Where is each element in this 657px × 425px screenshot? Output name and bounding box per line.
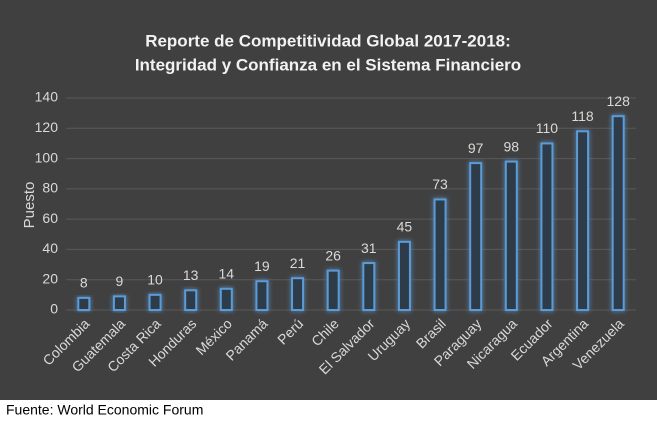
bar (77, 296, 91, 311)
bar (255, 280, 269, 312)
value-label: 19 (254, 258, 270, 274)
bar (504, 160, 518, 311)
y-axis-label: Puesto (21, 182, 38, 229)
y-tick-label: 100 (35, 149, 59, 165)
bar (576, 130, 590, 311)
value-label: 98 (504, 138, 520, 154)
bar (184, 289, 198, 312)
y-tick-label: 80 (42, 180, 58, 196)
value-label: 13 (183, 267, 199, 283)
y-tick-label: 120 (35, 119, 59, 135)
bar (433, 198, 447, 311)
bar (291, 277, 305, 312)
bar (469, 162, 483, 311)
y-tick-label: 60 (42, 210, 58, 226)
bar (219, 287, 233, 311)
value-label: 21 (290, 255, 306, 271)
bar (148, 293, 162, 312)
chart-title: Reporte de Competitividad Global 2017-20… (145, 31, 511, 50)
source: Fuente: World Economic Forum (6, 402, 203, 418)
chart-title: Integridad y Confianza en el Sistema Fin… (135, 55, 521, 74)
y-tick-label: 40 (42, 240, 58, 256)
y-tick-label: 20 (42, 270, 58, 286)
value-label: 118 (571, 108, 594, 124)
value-label: 31 (361, 240, 377, 256)
value-label: 45 (397, 219, 413, 235)
value-label: 9 (116, 273, 124, 289)
value-label: 128 (607, 93, 631, 109)
bar (540, 142, 554, 311)
bar (112, 295, 126, 312)
bar (326, 269, 340, 311)
value-label: 73 (432, 176, 448, 192)
value-label: 110 (536, 120, 559, 136)
bar (397, 240, 411, 312)
value-label: 97 (468, 140, 484, 156)
source-background (0, 400, 657, 425)
y-tick-label: 0 (50, 301, 58, 317)
bar (611, 115, 625, 311)
value-label: 10 (147, 272, 163, 288)
value-label: 14 (219, 266, 235, 282)
value-label: 8 (80, 275, 88, 291)
bar (362, 262, 376, 311)
y-tick-label: 140 (35, 89, 59, 105)
value-label: 26 (325, 247, 341, 263)
